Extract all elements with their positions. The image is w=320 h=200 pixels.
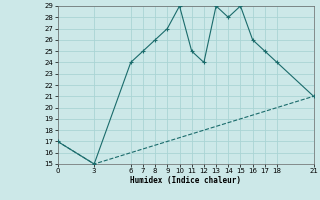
X-axis label: Humidex (Indice chaleur): Humidex (Indice chaleur) — [130, 176, 241, 185]
